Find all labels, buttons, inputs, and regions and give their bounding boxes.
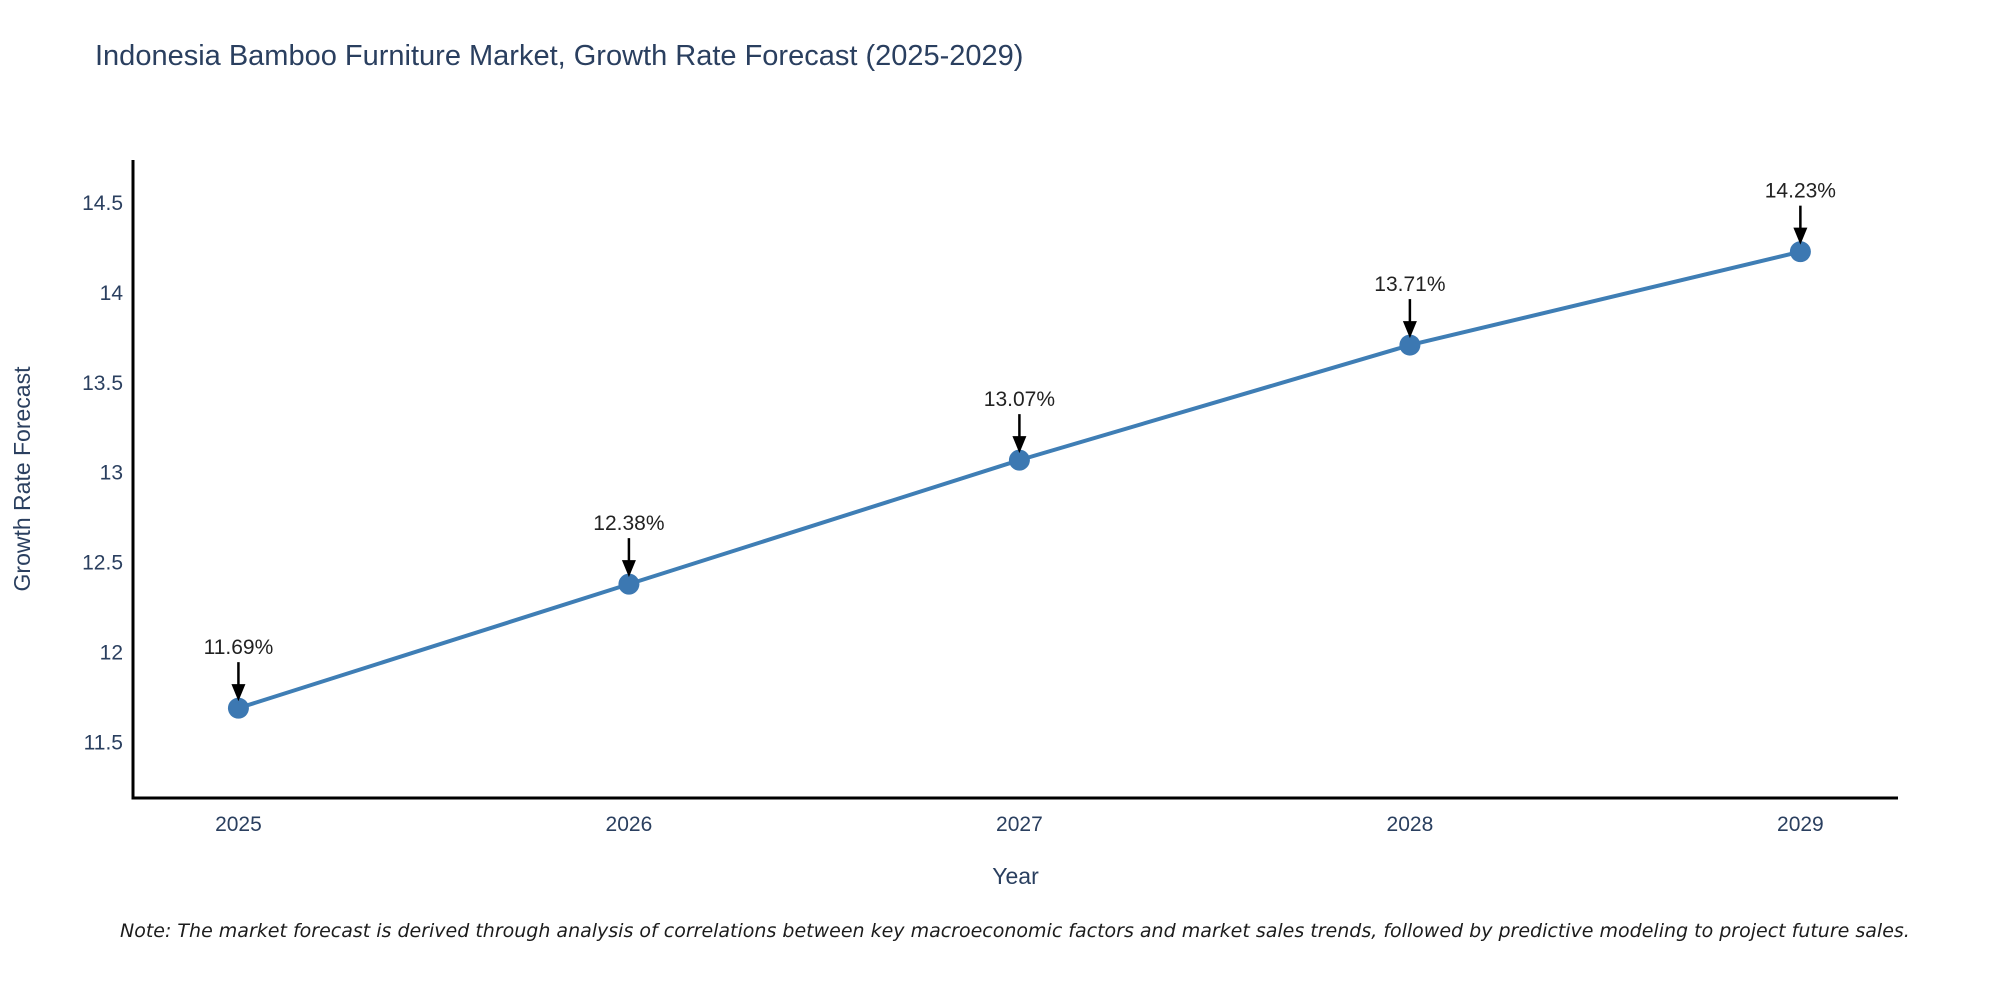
x-tick-label: 2025 [215, 813, 262, 836]
data-label: 11.69% [204, 636, 274, 659]
annotation-arrowhead [621, 560, 636, 578]
x-tick-label: 2027 [996, 813, 1043, 836]
data-point [1399, 334, 1421, 356]
x-axis-title: Year [992, 863, 1039, 889]
data-label: 13.07% [984, 388, 1055, 411]
footnote: Note: The market forecast is derived thr… [120, 920, 1910, 942]
series-line [236, 249, 1803, 711]
chart-title: Indonesia Bamboo Furniture Market, Growt… [95, 40, 1024, 72]
y-tick-label: 13.5 [82, 372, 123, 395]
data-point [1008, 449, 1030, 471]
y-tick-label: 12.5 [82, 552, 123, 575]
annotation-arrowhead [231, 684, 246, 702]
y-tick-label: 12 [100, 641, 123, 664]
x-tick-label: 2026 [606, 813, 653, 836]
annotation-arrowhead [1402, 321, 1417, 339]
y-axis-title: Growth Rate Forecast [9, 366, 35, 592]
y-tick-label: 13 [100, 462, 123, 485]
y-tick-label: 14.5 [82, 192, 123, 215]
x-tick-label: 2028 [1387, 813, 1434, 836]
x-tick-label: 2029 [1777, 813, 1824, 836]
annotation-arrowhead [1793, 227, 1808, 245]
data-point [227, 697, 249, 719]
y-tick-label: 11.5 [84, 731, 123, 754]
data-label: 12.38% [593, 512, 664, 535]
data-label: 13.71% [1374, 273, 1445, 296]
annotation-arrowhead [1012, 436, 1027, 454]
data-point [618, 573, 640, 595]
data-point [1789, 241, 1811, 263]
y-tick-label: 14 [100, 282, 124, 305]
data-label: 14.23% [1765, 180, 1836, 203]
